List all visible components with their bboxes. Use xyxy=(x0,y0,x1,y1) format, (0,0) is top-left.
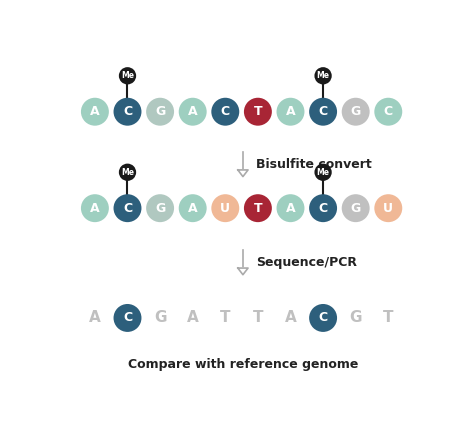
Text: G: G xyxy=(155,202,165,215)
Circle shape xyxy=(81,98,109,126)
Text: A: A xyxy=(188,202,198,215)
Text: A: A xyxy=(188,105,198,118)
Text: A: A xyxy=(187,311,199,325)
Text: U: U xyxy=(220,202,230,215)
Text: U: U xyxy=(383,202,393,215)
Text: Sequence/PCR: Sequence/PCR xyxy=(256,256,357,269)
Text: A: A xyxy=(90,202,100,215)
Circle shape xyxy=(119,67,136,84)
Circle shape xyxy=(309,98,337,126)
Text: C: C xyxy=(123,105,132,118)
Text: T: T xyxy=(254,105,262,118)
Circle shape xyxy=(179,98,207,126)
Text: C: C xyxy=(221,105,230,118)
Circle shape xyxy=(244,98,272,126)
Text: A: A xyxy=(89,311,101,325)
Text: G: G xyxy=(349,311,362,325)
Text: Me: Me xyxy=(121,71,134,80)
Text: T: T xyxy=(220,311,230,325)
Circle shape xyxy=(314,67,332,84)
Text: G: G xyxy=(155,105,165,118)
Circle shape xyxy=(374,98,402,126)
Circle shape xyxy=(276,98,304,126)
Circle shape xyxy=(119,164,136,181)
Circle shape xyxy=(211,194,239,222)
Circle shape xyxy=(81,194,109,222)
Text: A: A xyxy=(286,105,295,118)
Text: T: T xyxy=(383,311,393,325)
Text: T: T xyxy=(253,311,263,325)
Circle shape xyxy=(276,194,304,222)
Polygon shape xyxy=(238,170,248,177)
Text: C: C xyxy=(384,105,393,118)
Circle shape xyxy=(146,98,174,126)
Text: G: G xyxy=(351,202,361,215)
Text: C: C xyxy=(319,311,328,324)
Text: A: A xyxy=(90,105,100,118)
Circle shape xyxy=(114,194,141,222)
Text: Me: Me xyxy=(317,71,329,80)
Circle shape xyxy=(314,164,332,181)
Text: C: C xyxy=(319,105,328,118)
Circle shape xyxy=(244,194,272,222)
Text: G: G xyxy=(154,311,166,325)
Circle shape xyxy=(114,98,141,126)
Circle shape xyxy=(309,304,337,332)
Circle shape xyxy=(342,194,370,222)
Text: C: C xyxy=(123,311,132,324)
Text: A: A xyxy=(286,202,295,215)
Text: Compare with reference genome: Compare with reference genome xyxy=(128,358,358,371)
Circle shape xyxy=(179,194,207,222)
Text: C: C xyxy=(319,202,328,215)
Text: G: G xyxy=(351,105,361,118)
Circle shape xyxy=(342,98,370,126)
Text: A: A xyxy=(284,311,296,325)
Polygon shape xyxy=(238,268,248,275)
Text: C: C xyxy=(123,202,132,215)
Circle shape xyxy=(114,304,141,332)
Circle shape xyxy=(146,194,174,222)
Circle shape xyxy=(211,98,239,126)
Circle shape xyxy=(309,194,337,222)
Text: T: T xyxy=(254,202,262,215)
Circle shape xyxy=(374,194,402,222)
Text: Me: Me xyxy=(121,168,134,177)
Text: Bisulfite convert: Bisulfite convert xyxy=(256,158,372,171)
Text: Me: Me xyxy=(317,168,329,177)
